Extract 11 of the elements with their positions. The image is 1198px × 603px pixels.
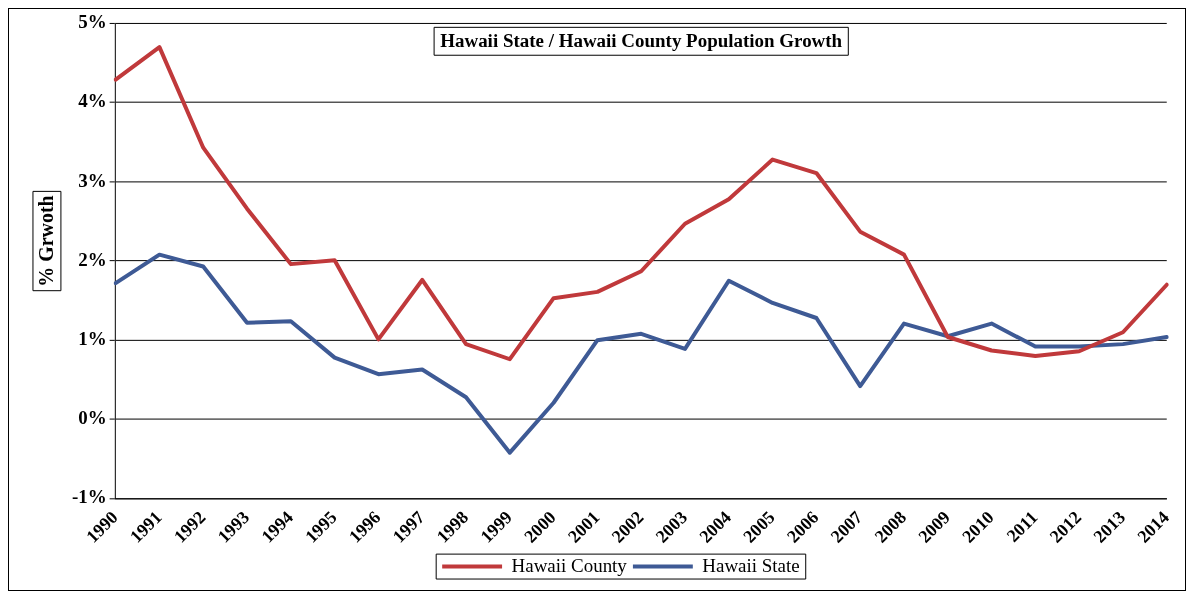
y-tick-label: 1% [78, 328, 107, 350]
y-tick-label: -1% [71, 486, 107, 508]
legend-label: Hawaii County [511, 554, 628, 576]
y-axis-title: % Grwoth [35, 195, 58, 287]
y-tick-label: 5% [78, 11, 107, 33]
y-tick-label: 4% [78, 90, 107, 112]
chart-title: Hawaii State / Hawaii County Population Growth [440, 30, 843, 52]
y-tick-label: 0% [78, 407, 107, 429]
legend-label: Hawaii State [702, 554, 800, 576]
y-tick-label: 2% [78, 248, 107, 270]
y-tick-label: 3% [78, 169, 107, 191]
